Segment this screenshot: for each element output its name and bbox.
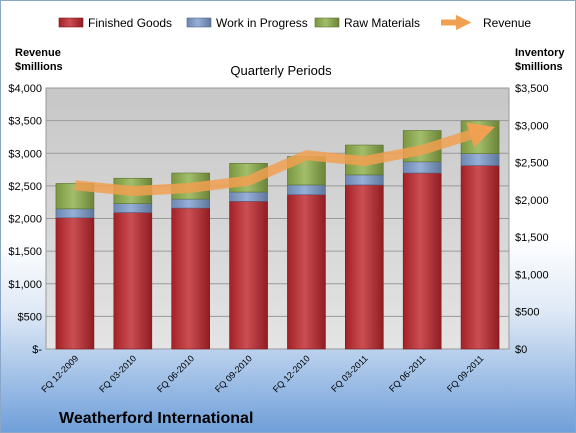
x-tick-label: FQ 09-2011 [445,353,486,394]
legend-swatch [58,17,84,28]
company-name: Weatherford International [59,410,253,427]
bar-segment [460,165,500,350]
legend-label: Finished Goods [88,16,172,30]
bars [55,120,500,350]
bar-segment [171,198,210,209]
right-tick-label: $2,000 [515,195,549,207]
right-tick-label: $0 [515,344,527,356]
right-axis-ticks: $0 $500 $1,000 $1,500 $2,000 $2,500 $3,000 $3,5… [515,83,549,356]
right-axis-title-line1: Inventory [515,47,565,59]
bar-segment [287,194,326,350]
right-tick-label: $500 [515,307,539,319]
revenue-series-line [74,122,495,197]
left-axis-ticks: $- $500 $1,000 $1,500 $2,000 $2,500 $3,000 $3,5… [8,83,42,356]
bar-segment [345,184,384,350]
left-tick-label: $4,000 [8,83,42,95]
bar-segment [460,153,500,166]
bar-segment [402,172,442,350]
bar-segment [171,207,210,350]
right-tick-label: $3,500 [515,83,549,95]
right-tick-label: $3,000 [515,120,549,132]
x-tick-label: FQ 12-2010 [271,353,312,394]
legend: Finished Goods Work in Progress Raw Materi… [58,14,531,31]
left-tick-label: $3,000 [8,148,42,160]
left-tick-label: $1,000 [8,279,42,291]
x-tick-label: FQ 12-2009 [39,353,80,394]
legend-swatch [186,17,212,28]
bar-segment [229,191,268,202]
bar-segment [229,201,268,350]
bar-segment [113,203,153,213]
right-tick-label: $1,500 [515,232,549,244]
bar-segment [345,174,384,186]
x-tick-label: FQ 06-2011 [387,353,428,394]
legend-label: Raw Materials [344,16,420,30]
left-axis-title-line1: Revenue [15,47,61,59]
right-tick-label: $1,000 [515,269,549,281]
x-tick-label: FQ 06-2010 [155,353,196,394]
bar-segment [402,161,442,174]
bar-segment [287,184,326,195]
legend-swatch [314,17,340,28]
legend-label: Revenue [483,16,531,30]
left-tick-label: $2,500 [8,181,42,193]
left-tick-label: $1,500 [8,246,42,258]
x-tick-label: FQ 03-2010 [97,353,138,394]
bar-segment [113,212,153,350]
right-axis-title-line2: $millions [515,61,563,73]
bar-segment [55,217,95,350]
left-tick-label: $500 [18,311,42,323]
legend-label: Work in Progress [216,16,308,30]
chart-title: Quarterly Periods [230,63,332,78]
left-axis-title-line2: $millions [15,61,63,73]
revenue-line [74,122,495,197]
x-axis-ticks: FQ 12-2009 FQ 03-2010 FQ 06-2010 FQ 09-2010… [39,353,485,394]
right-tick-label: $2,500 [515,158,549,170]
left-tick-label: $2,000 [8,214,42,226]
x-tick-label: FQ 09-2010 [213,353,254,394]
left-tick-label: $- [32,344,42,356]
left-tick-label: $3,500 [8,116,42,128]
bar-segment [55,208,95,219]
x-tick-label: FQ 03-2011 [329,353,370,394]
